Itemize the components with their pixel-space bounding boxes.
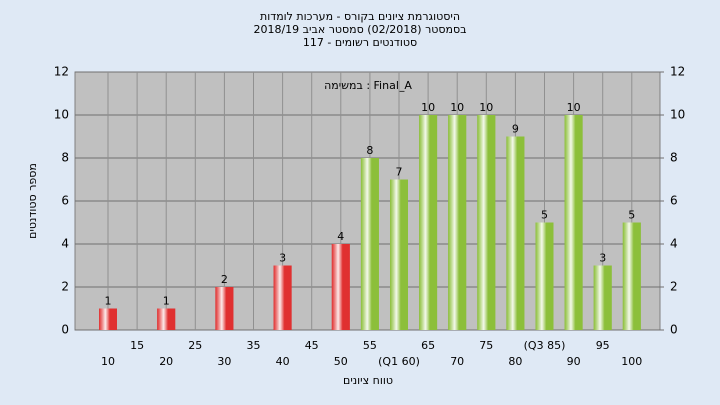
y-tick-label: 6 xyxy=(61,194,69,208)
y-tick-label: 12 xyxy=(54,65,69,79)
y-tick-label: 8 xyxy=(61,151,69,165)
chart-title: היסטוגרמת ציונים בקורס - מערכות לומדות xyxy=(260,10,460,23)
x-tick-label: 100 xyxy=(621,355,642,368)
x-tick-label: 20 xyxy=(159,355,173,368)
data-label: 10 xyxy=(479,101,493,114)
bar-shine xyxy=(419,115,438,330)
data-label: 10 xyxy=(421,101,435,114)
chart-subtitle: בסמסטר (02/2018) סמסטר אביב 2018/19 xyxy=(253,23,466,36)
bar-shine xyxy=(215,287,234,330)
data-label: 5 xyxy=(541,209,548,222)
data-label: 1 xyxy=(163,295,170,308)
x-tick-label: 45 xyxy=(305,339,319,352)
y2-tick-label: 2 xyxy=(670,280,678,294)
data-label: 5 xyxy=(628,209,635,222)
y2-tick-label: 8 xyxy=(670,151,678,165)
x-tick-label: 30 xyxy=(217,355,231,368)
x-tick-label: (Q1 60) xyxy=(378,355,420,368)
bar-shine xyxy=(273,265,292,330)
x-tick-label: 75 xyxy=(479,339,493,352)
bar-shine xyxy=(593,265,612,330)
bar-shine xyxy=(157,308,176,330)
bar-shine xyxy=(390,179,408,330)
x-tick-label: 35 xyxy=(247,339,261,352)
data-label: 3 xyxy=(599,252,606,265)
x-tick-label: 70 xyxy=(450,355,464,368)
x-tick-label: 50 xyxy=(334,355,348,368)
chart-subtitle: סטודנטים רשומים - 117 xyxy=(303,36,417,49)
y-tick-label: 4 xyxy=(61,237,69,251)
data-label: 3 xyxy=(279,252,286,265)
bar-shine xyxy=(448,115,467,330)
data-label: 8 xyxy=(366,144,373,157)
annotation: במשימה : Final_A xyxy=(324,79,412,92)
y2-tick-label: 0 xyxy=(670,323,678,337)
bar-shine xyxy=(477,115,496,330)
x-axis-label: טווח ציונים xyxy=(343,374,393,387)
bar-shine xyxy=(506,136,525,330)
data-label: 4 xyxy=(337,230,344,243)
y2-tick-label: 6 xyxy=(670,194,678,208)
x-tick-label: 10 xyxy=(101,355,115,368)
y-axis-label: מספר סטודנטים xyxy=(26,163,39,239)
x-tick-label: 55 xyxy=(363,339,377,352)
bar-shine xyxy=(622,222,641,330)
data-label: 9 xyxy=(512,123,519,136)
x-tick-label: 65 xyxy=(421,339,435,352)
data-label: 7 xyxy=(396,166,403,179)
x-tick-label: 40 xyxy=(276,355,290,368)
y-tick-label: 2 xyxy=(61,280,69,294)
x-tick-label: 25 xyxy=(188,339,202,352)
bar-shine xyxy=(535,222,554,330)
x-tick-label: 15 xyxy=(130,339,144,352)
x-tick-label: 80 xyxy=(508,355,522,368)
data-label: 1 xyxy=(105,295,112,308)
data-label: 10 xyxy=(450,101,464,114)
bar-shine xyxy=(564,115,583,330)
bar-shine xyxy=(331,244,350,330)
x-tick-label: (Q3 85) xyxy=(524,339,566,352)
x-tick-label: 95 xyxy=(596,339,610,352)
data-label: 2 xyxy=(221,273,228,286)
y-tick-label: 0 xyxy=(61,323,69,337)
y2-tick-label: 10 xyxy=(670,108,685,122)
y2-tick-label: 12 xyxy=(670,65,685,79)
y2-tick-label: 4 xyxy=(670,237,678,251)
x-tick-label: 90 xyxy=(567,355,581,368)
y-tick-label: 10 xyxy=(54,108,69,122)
data-label: 10 xyxy=(567,101,581,114)
bar-shine xyxy=(360,158,379,330)
bar-shine xyxy=(99,308,117,330)
